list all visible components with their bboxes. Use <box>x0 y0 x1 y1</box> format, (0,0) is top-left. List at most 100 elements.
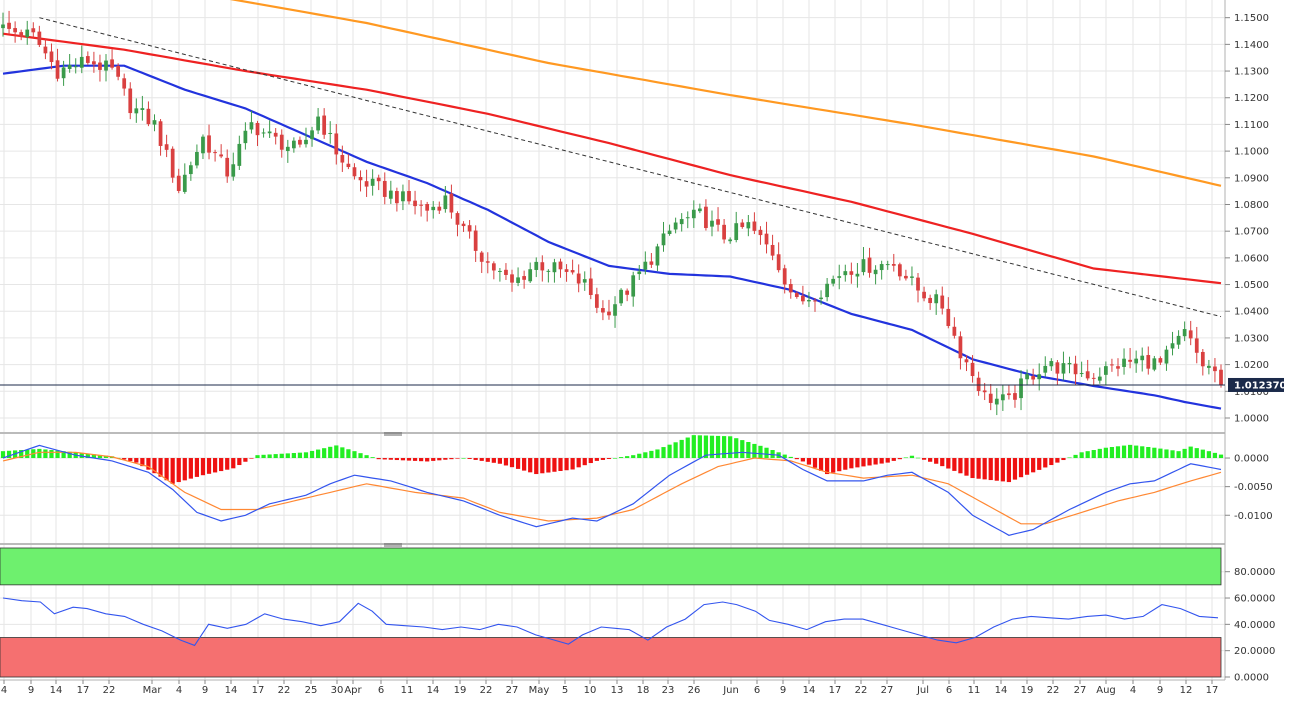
macd-histogram-bar <box>340 447 345 459</box>
candle-body <box>825 283 829 298</box>
x-tick-label: 22 <box>1047 685 1060 696</box>
macd-histogram-bar <box>606 458 612 459</box>
candle <box>764 221 769 254</box>
candle <box>631 271 636 307</box>
macd-histogram-bar <box>212 458 218 473</box>
macd-histogram-bar <box>1091 450 1096 459</box>
macd-histogram-bar <box>618 457 624 459</box>
candle <box>922 286 926 302</box>
candle-body <box>946 308 951 326</box>
x-tick-label: 19 <box>1021 685 1034 696</box>
candle <box>352 163 357 180</box>
candle-body <box>631 275 636 297</box>
macd-histogram-bar <box>1109 447 1115 459</box>
candle <box>219 144 224 159</box>
candle <box>279 129 284 158</box>
candle-body <box>140 108 145 110</box>
macd-histogram-bar <box>564 458 569 471</box>
candle-body <box>255 122 260 136</box>
candle <box>92 51 96 73</box>
candle <box>1146 346 1151 375</box>
candle-body <box>1019 378 1023 399</box>
candle <box>607 299 611 320</box>
candle <box>910 266 914 286</box>
macd-histogram-bar <box>897 458 902 460</box>
candle <box>570 259 575 275</box>
macd-histogram-bar <box>879 458 884 464</box>
candle-body <box>364 181 369 187</box>
x-tick-label: 14 <box>50 685 63 696</box>
macd-histogram-bar <box>146 458 151 470</box>
candle-body <box>110 59 114 68</box>
x-tick-label: 5 <box>562 685 568 696</box>
macd-histogram-bar <box>837 458 842 472</box>
y-tick-label: 1.1400 <box>1234 40 1269 51</box>
y-tick-label: 1.0000 <box>1234 413 1269 424</box>
macd-histogram-bar <box>528 458 533 473</box>
candle <box>522 270 527 289</box>
candle <box>1194 326 1199 364</box>
candle-body <box>643 261 648 270</box>
candle-body <box>25 29 30 38</box>
macd-histogram-bar <box>206 458 212 474</box>
candle-body <box>19 32 24 37</box>
macd-histogram-bar <box>685 437 690 459</box>
candle-body <box>1031 376 1036 380</box>
current-price-label: 1.012370 <box>1234 380 1287 391</box>
candle-body <box>1128 359 1132 362</box>
candle-body <box>879 264 884 271</box>
macd-histogram-bar <box>1067 457 1072 459</box>
resize-handle-icon[interactable] <box>384 432 402 436</box>
candle <box>401 184 405 211</box>
macd-histogram-bar <box>128 458 133 462</box>
x-tick-label: 26 <box>688 685 701 696</box>
macd-histogram-bar <box>994 458 999 481</box>
candle <box>201 134 205 160</box>
candle-body <box>376 177 381 182</box>
candle <box>613 296 617 328</box>
candle-body <box>31 28 36 33</box>
candle <box>982 382 987 401</box>
candle <box>849 262 854 284</box>
y-axis-ticks: 1.1500 1.1400 1.1300 1.1200 1.1100 1.1000 1.09… <box>1225 13 1275 684</box>
candle-body <box>940 295 945 309</box>
candle <box>128 82 133 120</box>
candle-body <box>401 191 405 202</box>
resize-handle-icon[interactable] <box>384 543 402 547</box>
macd-histogram-bar <box>497 458 503 464</box>
x-tick-label: Apr <box>344 685 362 696</box>
candle <box>1152 355 1157 372</box>
candle <box>758 226 763 245</box>
candle-body <box>607 311 611 316</box>
candle <box>916 273 920 303</box>
candle <box>255 120 260 147</box>
macd-histogram-bar <box>794 458 799 460</box>
candle-body <box>1085 371 1090 379</box>
candle <box>897 262 902 281</box>
macd-histogram-bar <box>1200 449 1205 459</box>
candle <box>994 388 999 416</box>
candle-body <box>928 297 933 304</box>
candle <box>261 128 266 138</box>
candle <box>564 264 569 282</box>
candle <box>110 49 114 70</box>
candle <box>134 98 139 123</box>
candle <box>1128 347 1132 369</box>
candle-body <box>176 175 181 191</box>
candle <box>1049 358 1054 371</box>
candle <box>13 21 17 43</box>
candle-body <box>1013 393 1017 400</box>
candle-body <box>685 217 690 219</box>
candle <box>1079 361 1084 377</box>
macd-histogram-bar <box>709 435 715 459</box>
y-tick-label: 1.0200 <box>1234 360 1269 371</box>
macd-histogram-bar <box>891 458 896 461</box>
macd-histogram-bar <box>382 458 387 460</box>
x-tick-label: 23 <box>662 685 675 696</box>
candle-body <box>655 246 660 266</box>
candle <box>970 355 975 383</box>
candle-body <box>1097 376 1102 381</box>
macd-histogram-bar <box>570 458 575 470</box>
macd-histogram-bar <box>552 458 557 472</box>
x-tick-label: Jul <box>916 685 929 696</box>
